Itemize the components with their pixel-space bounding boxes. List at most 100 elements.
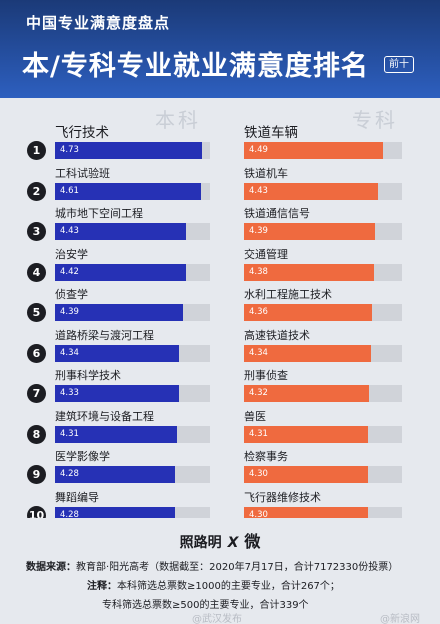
bar-track: 4.39 <box>244 223 402 240</box>
bar-label: 工科试验班 <box>55 166 110 180</box>
bar-label: 城市地下空间工程 <box>55 207 143 220</box>
bar-track: 4.42 <box>55 263 210 281</box>
bar-value-label: 4.43 <box>249 185 268 196</box>
bar: 4.28 <box>55 466 175 483</box>
bar-value-label: 4.39 <box>60 307 79 317</box>
note-line-2: 专科筛选总票数≥500的主要专业，合计339个 <box>102 600 309 611</box>
bar-label: 铁道机车 <box>244 166 288 180</box>
rank-badge: 3 <box>27 222 46 241</box>
bar-track: 4.34 <box>244 344 402 362</box>
data-source: 数据来源：教育部·阳光高考（数据截至：2020年7月17日，合计7172330份… <box>26 558 398 573</box>
bar-value-label: 4.31 <box>60 428 79 439</box>
note-line-1: 注释：本科筛选总票数≥1000的主要专业，合计267个； <box>87 577 340 592</box>
bar-value-label: 4.28 <box>60 469 79 479</box>
source-text: 教育部·阳光高考（数据截至：2020年7月17日，合计7172330份投票） <box>76 562 399 573</box>
bar-track: 4.73 <box>55 142 210 159</box>
bar: 4.43 <box>55 223 187 240</box>
bar-label: 铁道通信信号 <box>244 207 310 220</box>
bar-track: 4.30 <box>244 466 402 483</box>
note-text: 本科筛选总票数≥1000的主要专业，合计267个； <box>117 581 340 592</box>
logo-x: X <box>227 535 239 551</box>
bar-label: 兽医 <box>244 409 266 423</box>
bar: 4.31 <box>55 425 178 443</box>
bar: 4.42 <box>55 263 186 281</box>
bar-track: 4.43 <box>244 182 402 200</box>
page-title: 本/专科专业就业满意度排名 <box>22 51 369 82</box>
panel-label-college: 专科 <box>352 108 398 132</box>
bar-label: 铁道车辆 <box>244 125 298 141</box>
bar-value-label: 4.38 <box>249 266 268 277</box>
bar: 4.32 <box>244 385 370 402</box>
rank-badge: 1 <box>27 141 46 160</box>
bar: 4.39 <box>244 223 375 240</box>
bar-track: 4.39 <box>55 304 210 321</box>
bar-value-label: 4.49 <box>249 145 268 155</box>
bar-track: 4.32 <box>244 385 402 402</box>
bar-track: 4.38 <box>244 263 402 281</box>
rank-badge: 6 <box>27 343 46 363</box>
bar-value-label: 4.39 <box>249 226 268 236</box>
bar-track: 4.31 <box>55 425 210 443</box>
watermark-left: @武汉发布 <box>192 614 242 624</box>
bar-track: 4.28 <box>55 466 210 483</box>
top-ten-badge: 前十 <box>384 56 414 73</box>
bar-label: 治安学 <box>55 247 88 261</box>
bar: 4.38 <box>244 263 374 281</box>
bar-track: 4.49 <box>244 142 402 159</box>
bar-value-label: 4.34 <box>249 347 268 358</box>
bar: 4.49 <box>244 142 383 159</box>
bar-value-label: 4.33 <box>60 388 79 398</box>
bar-value-label: 4.28 <box>60 509 79 520</box>
watermark-right: @新浪网 <box>380 614 420 624</box>
page-subtitle: 中国专业满意度盘点 <box>26 14 171 32</box>
footer: 照路明 X 微 数据来源：教育部·阳光高考（数据截至：2020年7月17日，合计71… <box>0 518 440 624</box>
bar-label: 水利工程施工技术 <box>244 288 332 301</box>
bar: 4.31 <box>244 425 369 443</box>
bar-label: 舞蹈编导 <box>55 490 99 504</box>
bar-label: 飞行器维修技术 <box>244 490 321 504</box>
bar-track: 4.36 <box>244 304 402 321</box>
rank-badge: 9 <box>27 465 46 484</box>
bar-value-label: 4.32 <box>249 388 268 398</box>
bar: 4.61 <box>55 182 201 200</box>
bar-label: 飞行技术 <box>55 125 109 141</box>
bar: 4.34 <box>55 344 180 362</box>
bar-track: 4.34 <box>55 344 210 362</box>
bar: 4.34 <box>244 344 371 362</box>
panel-label-undergrad: 本科 <box>155 108 201 132</box>
partner-logos: 照路明 X 微 <box>0 528 440 552</box>
bar-value-label: 4.30 <box>249 509 268 520</box>
bar-value-label: 4.31 <box>249 428 268 439</box>
header-banner: 中国专业满意度盘点 本/专科专业就业满意度排名 前十 <box>0 0 440 98</box>
bar-track: 4.43 <box>55 223 210 240</box>
bar-label: 检察事务 <box>244 450 288 463</box>
bar-track: 4.31 <box>244 425 402 443</box>
bar-label: 高速铁道技术 <box>244 328 310 342</box>
logo-wei: 微 <box>244 532 261 551</box>
bar-label: 交通管理 <box>244 247 288 261</box>
bar-value-label: 4.43 <box>60 226 79 236</box>
bar: 4.33 <box>55 385 179 402</box>
rank-badge: 4 <box>27 262 46 282</box>
bar-label: 道路桥梁与渡河工程 <box>55 328 154 342</box>
logo-zhaoluming: 照路明 <box>179 535 222 551</box>
bar-label: 刑事科学技术 <box>55 369 121 382</box>
bar-value-label: 4.73 <box>60 145 79 155</box>
bar-label: 医学影像学 <box>55 450 110 463</box>
source-label: 数据来源： <box>26 562 76 573</box>
bar-value-label: 4.34 <box>60 347 79 358</box>
bar-track: 4.61 <box>55 182 210 200</box>
bar-value-label: 4.36 <box>249 307 268 317</box>
rank-badge: 5 <box>27 303 46 322</box>
rank-badge: 7 <box>27 384 46 403</box>
bar: 4.36 <box>244 304 373 321</box>
chart-area: 本科 专科 1 飞行技术 4.73 2 工科试验班 4.61 3 城市地下空间工程 4.43 4 治… <box>0 98 440 525</box>
bar: 4.39 <box>55 304 184 321</box>
note-label: 注释： <box>87 581 117 592</box>
bar: 4.43 <box>244 182 378 200</box>
bar: 4.30 <box>244 466 368 483</box>
bar-label: 侦查学 <box>55 288 88 301</box>
bar-value-label: 4.42 <box>60 266 79 277</box>
bar-label: 建筑环境与设备工程 <box>55 409 154 423</box>
bar-track: 4.33 <box>55 385 210 402</box>
